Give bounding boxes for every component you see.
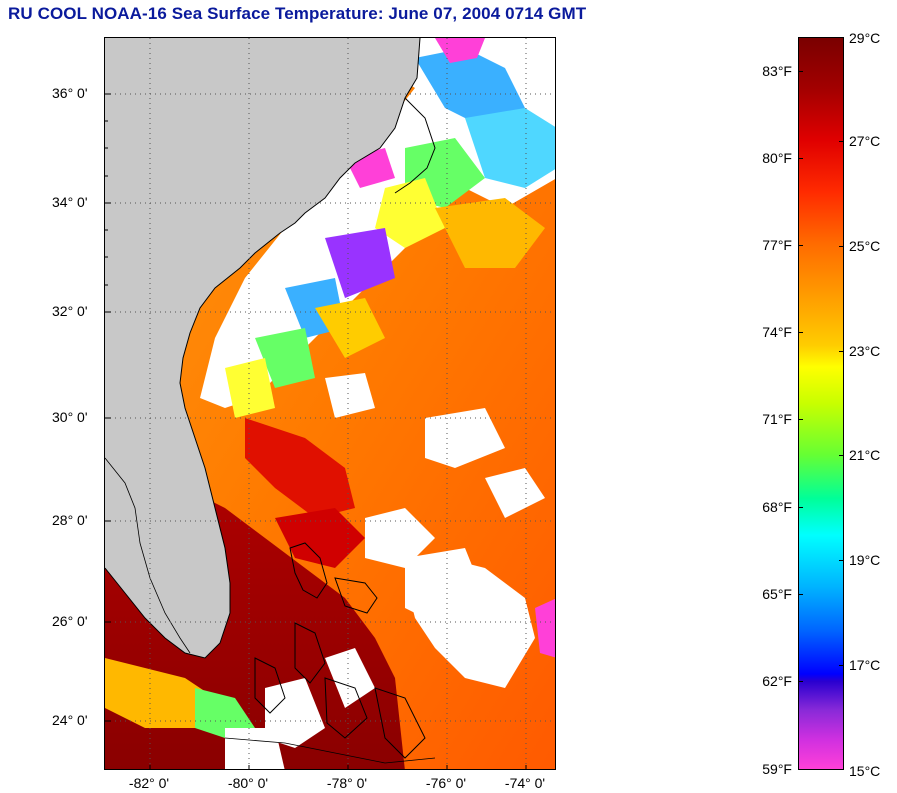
bahamas-island	[334, 577, 378, 614]
colorbar-c-label: 23°C	[849, 343, 881, 359]
bahamas-island	[254, 657, 286, 714]
colorbar-tick	[839, 141, 844, 142]
lat-label: 32° 0'	[52, 303, 88, 319]
cloud-patch	[325, 373, 375, 418]
lon-label: -82° 0'	[128, 775, 170, 791]
gulf-coastline	[105, 457, 191, 654]
cold-patch	[415, 48, 525, 128]
colorbar-tick	[798, 158, 803, 159]
bahamas-island	[374, 687, 426, 759]
colorbar-tick	[839, 246, 844, 247]
colorbar-tick	[798, 71, 803, 72]
hot-patch	[245, 418, 355, 518]
colorbar-c-label: 29°C	[849, 30, 881, 46]
colorbar-f-label: 68°F	[762, 499, 792, 515]
colorbar-f-label: 74°F	[762, 324, 792, 340]
lat-label: 36° 0'	[52, 85, 88, 101]
lat-label: 26° 0'	[52, 613, 88, 629]
cloud-patch	[425, 408, 505, 468]
colorbar-tick	[798, 681, 803, 682]
mild-patch	[375, 178, 445, 248]
colorbar-f-label: 65°F	[762, 586, 792, 602]
bahamas-island	[324, 677, 368, 739]
colorbar-tick	[798, 245, 803, 246]
colorbar-c-label: 27°C	[849, 133, 881, 149]
cuba-coast	[224, 737, 436, 764]
colorbar-tick	[798, 507, 803, 508]
colorbar-c-label: 15°C	[849, 763, 881, 779]
keys-cool-band	[195, 688, 255, 738]
sst-map	[104, 37, 556, 770]
lat-label: 34° 0'	[52, 194, 88, 210]
cool-patch	[255, 328, 315, 388]
colorbar-f-label: 62°F	[762, 673, 792, 689]
cold-patch-magenta	[535, 598, 555, 658]
warm-patch	[435, 198, 545, 268]
map-title: RU COOL NOAA-16 Sea Surface Temperature:…	[8, 4, 587, 23]
mild-patch	[225, 358, 275, 418]
colorbar-tick	[798, 419, 803, 420]
left-ticks	[105, 93, 111, 722]
land-mass	[105, 38, 420, 658]
colorbar-tick	[798, 594, 803, 595]
keys-warm-band	[105, 658, 215, 728]
lat-label: 30° 0'	[52, 409, 88, 425]
sst-map-canvas	[105, 38, 555, 769]
lon-label: -74° 0'	[504, 775, 546, 791]
colorbar-tick	[839, 455, 844, 456]
colorbar-f-label: 83°F	[762, 63, 792, 79]
colorbar-c-label: 25°C	[849, 238, 881, 254]
hot-patch	[275, 508, 365, 568]
coastline	[105, 38, 421, 659]
bottom-ticks	[149, 765, 527, 769]
colorbar-tick	[839, 351, 844, 352]
colorbar-c-label: 21°C	[849, 447, 881, 463]
cloud-patch	[485, 468, 545, 518]
cloud-east	[405, 558, 535, 688]
outer-banks	[394, 97, 436, 194]
cold-patch	[465, 108, 555, 188]
bahamas-island	[294, 622, 326, 684]
colorbar-f-label: 71°F	[762, 411, 792, 427]
graticule	[105, 38, 555, 769]
cloud-bahamas	[325, 648, 375, 708]
cloud-patch	[365, 508, 435, 568]
lat-label: 28° 0'	[52, 512, 88, 528]
colorbar-f-label: 80°F	[762, 150, 792, 166]
colorbar-f-label: 77°F	[762, 237, 792, 253]
cloud-bahamas	[265, 678, 325, 748]
lon-label: -80° 0'	[227, 775, 269, 791]
lat-label: 24° 0'	[52, 712, 88, 728]
colorbar-c-label: 19°C	[849, 552, 881, 568]
warm-patch	[315, 298, 385, 358]
lon-label: -76° 0'	[425, 775, 467, 791]
colorbar-tick	[798, 332, 803, 333]
colorbar-f-label: 59°F	[762, 761, 792, 777]
lon-label: -78° 0'	[326, 775, 368, 791]
colorbar-tick	[839, 665, 844, 666]
cold-patch-magenta	[435, 38, 485, 63]
bahamas-island	[289, 542, 328, 599]
colorbar-c-label: 17°C	[849, 657, 881, 673]
cold-patch-purple	[325, 228, 395, 298]
colorbar-tick	[839, 560, 844, 561]
temperature-colorbar	[798, 37, 844, 770]
